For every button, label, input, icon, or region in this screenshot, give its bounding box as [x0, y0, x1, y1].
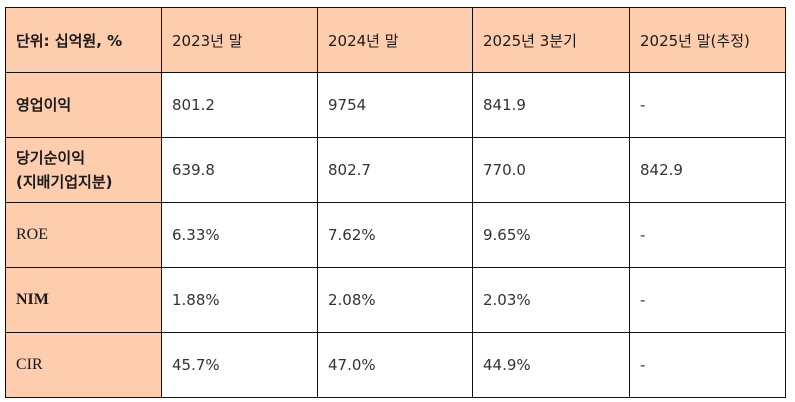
table-cell: 2.03% [472, 267, 630, 333]
row-label-nim: NIM [5, 267, 162, 333]
table-cell: 7.62% [317, 202, 473, 268]
table-cell: - [629, 332, 786, 398]
table-row-operating-profit: 영업이익 801.2 9754 841.9 - [5, 72, 786, 138]
row-label-net-income: 당기순이익 (지배기업지분) [5, 137, 162, 203]
table-cell: 801.2 [161, 72, 318, 138]
header-row: 단위: 십억원, % 2023년 말 2024년 말 2025년 3분기 202… [5, 7, 786, 73]
row-label-roe: ROE [5, 202, 162, 268]
table-cell: - [629, 202, 786, 268]
table-cell: 45.7% [161, 332, 318, 398]
table-cell: 6.33% [161, 202, 318, 268]
column-header-2025-end-estimate: 2025년 말(추정) [629, 7, 786, 73]
table-cell: - [629, 267, 786, 333]
financial-summary-table: 단위: 십억원, % 2023년 말 2024년 말 2025년 3분기 202… [5, 7, 786, 398]
table-row-net-income: 당기순이익 (지배기업지분) 639.8 802.7 770.0 842.9 [5, 137, 786, 203]
table-cell: 770.0 [472, 137, 630, 203]
row-label-net-income-line2: (지배기업지분) [16, 173, 113, 191]
column-header-2024-end: 2024년 말 [317, 7, 473, 73]
table-cell: 1.88% [161, 267, 318, 333]
table-cell: 841.9 [472, 72, 630, 138]
table-row-nim: NIM 1.88% 2.08% 2.03% - [5, 267, 786, 333]
unit-label: 단위: 십억원, % [5, 7, 162, 73]
table-cell: 802.7 [317, 137, 473, 203]
table-row-cir: CIR 45.7% 47.0% 44.9% - [5, 332, 786, 398]
table-cell: - [629, 72, 786, 138]
column-header-2025-q3: 2025년 3분기 [472, 7, 630, 73]
table-cell: 842.9 [629, 137, 786, 203]
table-cell: 639.8 [161, 137, 318, 203]
row-label-operating-profit: 영업이익 [5, 72, 162, 138]
table-cell: 9754 [317, 72, 473, 138]
table-cell: 47.0% [317, 332, 473, 398]
table-cell: 44.9% [472, 332, 630, 398]
row-label-cir: CIR [5, 332, 162, 398]
row-label-net-income-line1: 당기순이익 [16, 149, 86, 167]
table-row-roe: ROE 6.33% 7.62% 9.65% - [5, 202, 786, 268]
table-cell: 9.65% [472, 202, 630, 268]
table-cell: 2.08% [317, 267, 473, 333]
column-header-2023-end: 2023년 말 [161, 7, 318, 73]
